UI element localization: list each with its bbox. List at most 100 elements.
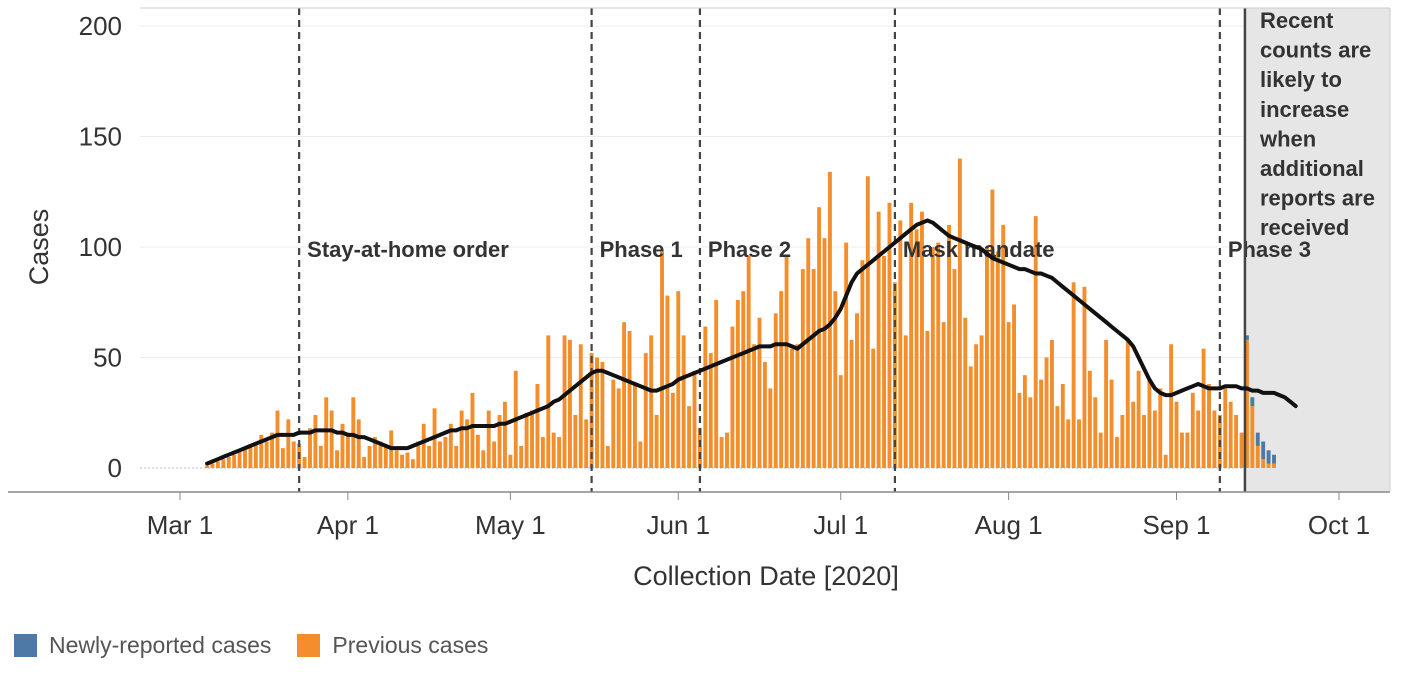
bar-previous [270,432,275,468]
bar-previous [248,445,253,468]
bar-previous [351,397,356,468]
y-tick-label: 100 [79,232,122,262]
bar-previous [1147,379,1152,468]
bar-previous [941,322,946,468]
bar-previous [578,344,583,468]
bar-previous [876,211,881,468]
bar-previous [302,456,307,468]
bar-previous [708,353,713,468]
axes-layer [8,7,1391,493]
bar-previous [454,445,459,468]
recent-note-line: received [1260,215,1349,240]
x-tick-label: Jun 1 [646,510,710,540]
ticks-layer: 0 50 100 150 200 Mar 1 Apr 1 May 1 Jun 1 Jul 1 Aug… [79,11,1370,540]
recent-note-line: reports are [1260,186,1375,211]
y-tick-label: 200 [79,11,122,41]
bar-previous [540,437,545,468]
bar-previous [1006,322,1011,468]
bar-previous [882,255,887,468]
x-tick-label: Apr 1 [317,510,379,540]
bar-previous [508,454,513,468]
bar-previous [584,419,589,468]
bar-previous [605,445,610,468]
bar-previous [730,326,735,468]
x-tick-label: Jul 1 [813,510,868,540]
bar-previous [1239,432,1244,468]
event-label: Phase 1 [600,237,683,262]
bar-previous [551,432,556,468]
bar-previous [827,171,832,469]
bar-previous [860,260,865,468]
bar-previous [215,461,220,468]
bar-previous [340,423,345,468]
bar-previous [887,202,892,469]
bar-previous [1050,339,1054,468]
bar-previous [703,326,708,468]
bar-previous [405,452,410,468]
bar-previous [546,335,551,468]
bar-previous [746,255,751,468]
bar-previous [1001,224,1006,468]
legend-swatch-newly-reported [14,634,37,657]
bar-previous [1196,410,1201,468]
bar-previous [795,344,800,468]
bar-previous [427,445,432,468]
bar-previous [1266,463,1271,468]
bar-previous [226,456,231,468]
bar-previous [1142,414,1146,468]
bar-previous [1104,339,1109,468]
bar-previous [779,291,784,468]
x-tick-label: Oct 1 [1308,510,1370,540]
bar-previous [253,443,258,468]
event-label: Stay-at-home order [307,237,509,262]
bar-previous [356,419,361,468]
bar-previous [1234,414,1239,468]
bar-previous [519,445,524,468]
bar-previous [492,441,497,468]
bars-layer [205,158,1276,469]
bar-previous [974,344,979,468]
bar-previous [573,414,578,468]
bar-previous [611,379,616,468]
bar-previous [1114,437,1119,468]
bar-previous [221,459,226,468]
bar-previous [1261,459,1266,468]
bar-previous [806,238,811,468]
bar-previous [898,220,903,468]
bar-previous [1039,379,1044,468]
bar-previous [475,434,480,468]
legend-swatch-previous [297,634,321,657]
bar-previous [1244,339,1249,468]
bar-previous [800,269,805,468]
bar-previous [1250,406,1255,468]
legend: Newly-reported cases Previous cases [14,632,514,659]
bar-previous [470,392,475,468]
legend-label-previous: Previous cases [332,632,489,658]
bar-previous [773,313,778,468]
bar-previous [443,437,448,468]
bar-previous [833,291,838,468]
bar-previous [1120,414,1125,468]
bar-previous [822,238,827,468]
bar-previous [1212,410,1217,468]
bar-previous [421,423,426,468]
bar-previous [784,255,789,468]
recent-note-line: counts are [1260,38,1371,63]
y-tick-label: 0 [108,453,122,483]
event-label: Phase 3 [1228,237,1311,262]
bar-previous [1201,348,1206,468]
new-bars-layer [1244,335,1276,464]
bar-previous [757,317,762,468]
recent-note-line: likely to [1260,67,1342,92]
bar-previous [768,388,773,468]
bar-previous [1098,432,1103,468]
bar-previous [1028,397,1033,468]
bar-previous [616,388,621,468]
bar-previous [849,339,854,468]
bar-previous [1087,370,1092,468]
bar-previous [1272,463,1276,468]
recent-note-line: Recent [1260,8,1334,33]
bar-previous [567,339,572,468]
bar-previous [968,366,973,468]
bar-previous [1077,419,1081,468]
